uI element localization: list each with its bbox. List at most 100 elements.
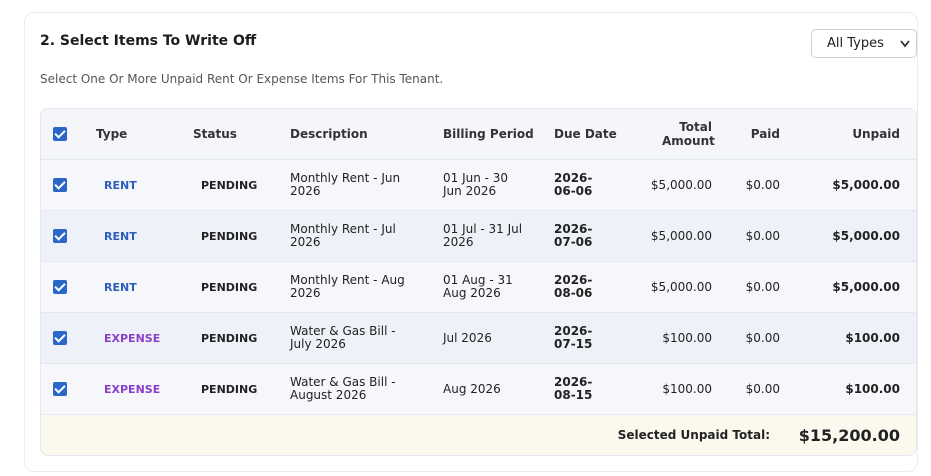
description-cell: Water & Gas Bill - July 2026 (280, 312, 433, 364)
row-checkbox[interactable] (53, 178, 67, 192)
status-badge: PENDING (201, 331, 258, 345)
column-header: Unpaid (790, 109, 916, 160)
description: Water & Gas Bill - August 2026 (290, 375, 396, 402)
total-amount: $5,000.00 (621, 159, 722, 211)
select-all-cell (41, 109, 86, 160)
column-header-text: Due Date (554, 127, 617, 141)
column-header-text: Total Amount (662, 120, 715, 148)
filter-value: All Types (827, 36, 884, 51)
status-cell: PENDING (183, 363, 280, 415)
chevron (900, 40, 910, 48)
description: Monthly Rent - Jul 2026 (290, 222, 396, 249)
status-badge: PENDING (201, 280, 258, 294)
column-header-text: Billing Period (443, 127, 534, 141)
total-amount: $5,000.00 (621, 261, 722, 313)
due-cell: 2026-08-06 (544, 261, 621, 313)
column-header: Billing Period (433, 109, 544, 160)
item-row: RENT PENDING Monthly Rent - Aug 2026 01 Aug… (41, 261, 916, 313)
billing-cell: 01 Jun - 30 Jun 2026 (433, 159, 544, 211)
type-cell: RENT (86, 261, 183, 313)
unpaid: $100.00 (790, 312, 916, 364)
type-badge: RENT (104, 280, 137, 294)
select-cell (41, 159, 86, 211)
table: Type Status Description Billing Period Due D… (41, 109, 916, 455)
paid: $0.00 (722, 312, 790, 364)
description-cell: Water & Gas Bill - August 2026 (280, 363, 433, 415)
table-body: RENT PENDING Monthly Rent - Jun 2026 01 Jun… (41, 159, 916, 415)
section-title: 2. Select Items To Write Off (40, 33, 257, 49)
select-all-checkbox[interactable] (53, 127, 67, 142)
due-date: 2026-08-15 (554, 375, 593, 402)
total-label: Selected Unpaid Total: (41, 414, 790, 455)
billing-period: Aug 2026 (443, 381, 501, 396)
unpaid: $5,000.00 (790, 159, 916, 211)
due-cell: 2026-06-06 (544, 159, 621, 211)
billing-cell: Jul 2026 (433, 312, 544, 364)
paid: $0.00 (722, 261, 790, 313)
unpaid: $100.00 (790, 363, 916, 415)
description: Monthly Rent - Jun 2026 (290, 171, 401, 198)
description-cell: Monthly Rent - Aug 2026 (280, 261, 433, 313)
paid: $0.00 (722, 210, 790, 262)
item-row: EXPENSE PENDING Water & Gas Bill - August … (41, 363, 916, 415)
description-cell: Monthly Rent - Jun 2026 (280, 159, 433, 211)
description-cell: Monthly Rent - Jul 2026 (280, 210, 433, 262)
total-amount: $5,000.00 (621, 210, 722, 262)
status-cell: PENDING (183, 312, 280, 364)
status-cell: PENDING (183, 159, 280, 211)
column-header: Paid (722, 109, 790, 160)
status-badge: PENDING (201, 229, 258, 243)
billing-cell: Aug 2026 (433, 363, 544, 415)
status-badge: PENDING (201, 382, 258, 396)
type-cell: EXPENSE (86, 312, 183, 364)
billing-cell: 01 Jul - 31 Jul 2026 (433, 210, 544, 262)
column-header-text: Unpaid (852, 127, 900, 141)
description: Monthly Rent - Aug 2026 (290, 273, 405, 300)
type-badge: RENT (104, 229, 137, 243)
billing-cell: 01 Aug - 31 Aug 2026 (433, 261, 544, 313)
row-checkbox[interactable] (53, 331, 67, 345)
total-value: $15,200.00 (790, 414, 916, 455)
row-checkbox[interactable] (53, 280, 67, 294)
item-row: RENT PENDING Monthly Rent - Jul 2026 01 Jul… (41, 210, 916, 262)
paid: $0.00 (722, 159, 790, 211)
unpaid: $5,000.00 (790, 261, 916, 313)
status-cell: PENDING (183, 210, 280, 262)
column-header: Description (280, 109, 433, 160)
due-cell: 2026-08-15 (544, 363, 621, 415)
select-cell (41, 312, 86, 364)
column-header-text: Status (193, 127, 237, 141)
type-badge: EXPENSE (104, 382, 161, 396)
item-row: EXPENSE PENDING Water & Gas Bill - July 20… (41, 312, 916, 364)
status-cell: PENDING (183, 261, 280, 313)
billing-period: 01 Jul - 31 Jul 2026 (443, 222, 523, 249)
type-filter[interactable]: All Types (811, 29, 917, 58)
paid: $0.00 (722, 363, 790, 415)
type-cell: RENT (86, 210, 183, 262)
due-date: 2026-07-15 (554, 324, 593, 351)
select-cell (41, 363, 86, 415)
type-badge: RENT (104, 178, 137, 192)
column-header: Type (86, 109, 183, 160)
footer-row: Selected Unpaid Total: $15,200.00 (41, 414, 916, 455)
type-cell: RENT (86, 159, 183, 211)
description: Water & Gas Bill - July 2026 (290, 324, 396, 351)
column-header-text: Description (290, 127, 368, 141)
type-badge: EXPENSE (104, 331, 161, 345)
total-amount: $100.00 (621, 312, 722, 364)
billing-period: 01 Jun - 30 Jun 2026 (443, 171, 509, 198)
item-row: RENT PENDING Monthly Rent - Jun 2026 01 Jun… (41, 159, 916, 211)
unpaid: $5,000.00 (790, 210, 916, 262)
billing-period: Jul 2026 (443, 330, 492, 345)
status-badge: PENDING (201, 178, 258, 192)
column-header: Total Amount (621, 109, 722, 160)
row-checkbox[interactable] (53, 229, 67, 243)
column-header-text: Paid (750, 127, 780, 141)
select-cell (41, 210, 86, 262)
row-checkbox[interactable] (53, 382, 67, 396)
due-date: 2026-08-06 (554, 273, 593, 300)
type-cell: EXPENSE (86, 363, 183, 415)
header-row: Type Status Description Billing Period Due D… (41, 109, 916, 160)
billing-period: 01 Aug - 31 Aug 2026 (443, 273, 513, 300)
due-cell: 2026-07-06 (544, 210, 621, 262)
